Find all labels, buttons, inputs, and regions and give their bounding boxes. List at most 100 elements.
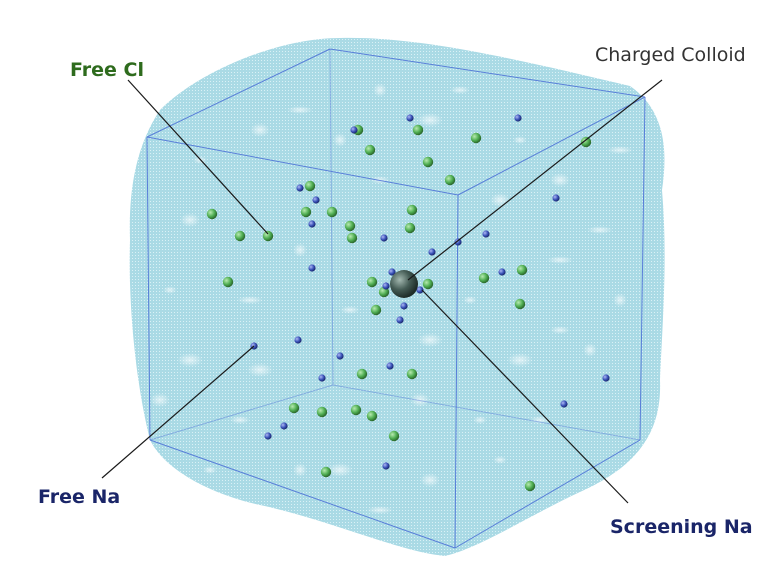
cl-ion (370, 304, 382, 316)
water-highlight (237, 296, 263, 304)
cl-ion (304, 180, 316, 192)
cl-ion (234, 230, 246, 242)
cl-ion (406, 204, 418, 216)
water-highlight (177, 353, 203, 367)
na-ion (552, 194, 560, 202)
cl-ion (346, 232, 358, 244)
cl-ion (422, 278, 434, 290)
cl-ion (412, 124, 424, 136)
na-ion (382, 462, 390, 470)
cl-ion (326, 206, 338, 218)
water-highlight (180, 213, 200, 227)
cl-ion (422, 156, 434, 168)
na-ion (382, 282, 390, 290)
box-edge (639, 96, 646, 441)
cl-ion (350, 404, 362, 416)
cl-ion (344, 220, 356, 232)
water-highlight (547, 256, 573, 264)
cl-ion (206, 208, 218, 220)
box-edge (329, 48, 646, 98)
water-highlight (367, 506, 393, 514)
water-highlight (327, 463, 353, 477)
na-ion (296, 184, 304, 192)
na-ion (406, 114, 414, 122)
free-cl-label: Free Cl (70, 59, 144, 81)
water-highlight (333, 133, 347, 147)
box-edge (454, 194, 459, 549)
water-volume (129, 37, 665, 556)
cl-ion (516, 264, 528, 276)
water-highlight (230, 416, 250, 424)
cl-ion (316, 406, 328, 418)
na-ion (388, 268, 396, 276)
free-cl-leader-line (127, 79, 269, 235)
water-highlight (203, 466, 217, 474)
cl-ion (444, 174, 456, 186)
water-highlight (607, 146, 633, 154)
cl-ion (524, 480, 536, 492)
screening-na-label: Screening Na (610, 516, 753, 538)
na-ion (514, 114, 522, 122)
cl-ion (478, 272, 490, 284)
water-highlight (293, 243, 307, 257)
box-edge (454, 439, 641, 549)
na-ion (294, 336, 302, 344)
screening-na-leader-line (421, 289, 629, 504)
na-ion (482, 230, 490, 238)
cl-ion (514, 298, 526, 310)
box-edge (146, 48, 331, 138)
water-highlight (550, 173, 570, 187)
water-highlight (513, 136, 527, 144)
charged-colloid-label: Charged Colloid (595, 44, 746, 66)
cl-ion (300, 206, 312, 218)
water-highlight (417, 113, 443, 127)
cl-ion (320, 466, 332, 478)
cl-ion (366, 276, 378, 288)
na-ion (264, 432, 272, 440)
water-highlight (340, 306, 360, 314)
cl-ion (406, 368, 418, 380)
charged-colloid-leader-line (407, 79, 663, 281)
cl-ion (470, 132, 482, 144)
na-ion (312, 196, 320, 204)
cl-ion (356, 368, 368, 380)
na-ion (428, 248, 436, 256)
cl-ion (388, 430, 400, 442)
cl-ion (404, 222, 416, 234)
cl-ion (366, 410, 378, 422)
water-highlight (287, 106, 313, 114)
box-edge (149, 384, 334, 441)
na-ion (336, 352, 344, 360)
water-highlight (163, 286, 177, 294)
water-highlight (450, 86, 470, 94)
na-ion (350, 126, 358, 134)
na-ion (280, 422, 288, 430)
na-ion (380, 234, 388, 242)
water-highlight (150, 393, 170, 407)
cl-ion (222, 276, 234, 288)
water-highlight (490, 193, 510, 207)
water-highlight (420, 473, 440, 487)
cl-ion (364, 144, 376, 156)
charged-colloid-particle (390, 270, 418, 298)
cl-ion (580, 136, 592, 148)
water-highlight (417, 333, 443, 347)
cl-ion (262, 230, 274, 242)
water-highlight (247, 363, 273, 377)
water-highlight (587, 226, 613, 234)
na-ion (396, 316, 404, 324)
box-edge (146, 136, 459, 196)
free-na-leader-line (101, 345, 255, 479)
na-ion (416, 286, 424, 294)
water-highlight (507, 353, 533, 367)
water-highlight (373, 83, 387, 97)
box-edge (149, 439, 456, 549)
na-ion (308, 264, 316, 272)
box-edge (332, 384, 641, 441)
water-highlight (550, 326, 570, 334)
na-ion (602, 374, 610, 382)
cl-ion (288, 402, 300, 414)
box-edge (146, 136, 151, 441)
